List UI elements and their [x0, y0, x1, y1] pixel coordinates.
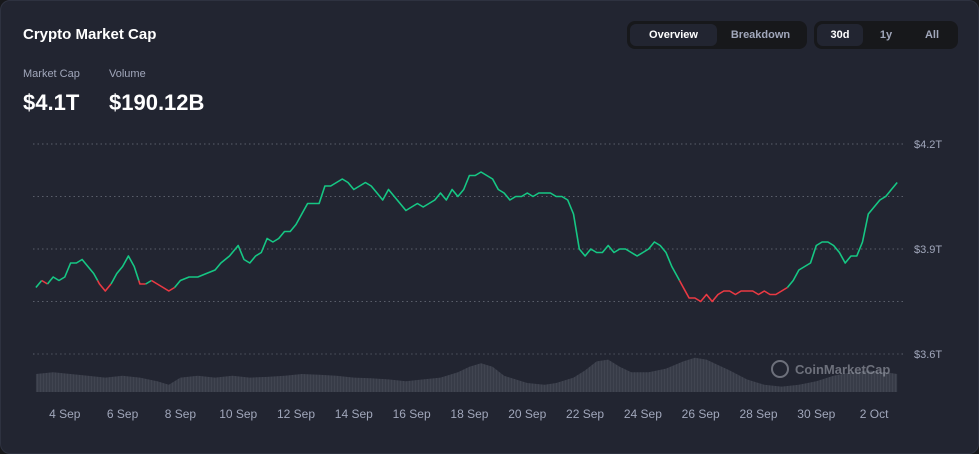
x-tick-label: 18 Sep	[450, 407, 488, 421]
price-line-down	[41, 279, 48, 285]
price-line-up	[173, 171, 681, 289]
y-tick-label: $3.9T	[914, 244, 942, 256]
tab-breakdown[interactable]: Breakdown	[730, 29, 791, 41]
x-tick-label: 6 Sep	[107, 407, 139, 421]
price-line-down	[678, 280, 788, 303]
x-tick-label: 28 Sep	[739, 407, 777, 421]
coinmarketcap-logo-icon	[771, 360, 789, 378]
y-tick-label: $4.2T	[914, 139, 942, 151]
x-tick-label: 26 Sep	[682, 407, 720, 421]
x-tick-label: 4 Sep	[49, 407, 81, 421]
x-tick-label: 20 Sep	[508, 407, 546, 421]
market-cap-value: $4.1T	[23, 90, 80, 115]
x-tick-label: 10 Sep	[219, 407, 257, 421]
price-line-up	[35, 279, 43, 289]
x-tick-label: 30 Sep	[797, 407, 835, 421]
range-30d[interactable]: 30d	[817, 24, 863, 46]
price-line-up	[145, 279, 152, 285]
x-tick-label: 24 Sep	[624, 407, 662, 421]
volume-label: Volume	[109, 68, 146, 80]
range-toggle: 30d 1y All	[814, 21, 958, 49]
market-cap-label: Market Cap	[23, 68, 80, 80]
price-line-down	[96, 280, 112, 292]
x-tick-label: 22 Sep	[566, 407, 604, 421]
x-tick-label: 14 Sep	[335, 407, 373, 421]
price-line-down	[138, 280, 146, 285]
x-tick-label: 8 Sep	[165, 407, 197, 421]
watermark: CoinMarketCap	[771, 360, 890, 378]
range-1y[interactable]: 1y	[879, 29, 893, 41]
watermark-text: CoinMarketCap	[795, 362, 890, 377]
volume-value: $190.12B	[109, 90, 205, 115]
view-toggle: Overview Breakdown	[627, 21, 807, 49]
price-line-up	[786, 181, 898, 289]
price-line-up	[110, 255, 140, 285]
x-tick-label: 2 Oct	[860, 407, 889, 421]
tab-overview[interactable]: Overview	[630, 24, 717, 46]
volume-area	[35, 357, 898, 392]
y-tick-label: $3.6T	[914, 349, 942, 361]
price-line-down	[151, 279, 176, 292]
range-all[interactable]: All	[924, 29, 940, 41]
x-tick-label: 16 Sep	[393, 407, 431, 421]
price-line-up	[46, 258, 99, 285]
x-tick-label: 12 Sep	[277, 407, 315, 421]
card-title: Crypto Market Cap	[23, 26, 157, 43]
